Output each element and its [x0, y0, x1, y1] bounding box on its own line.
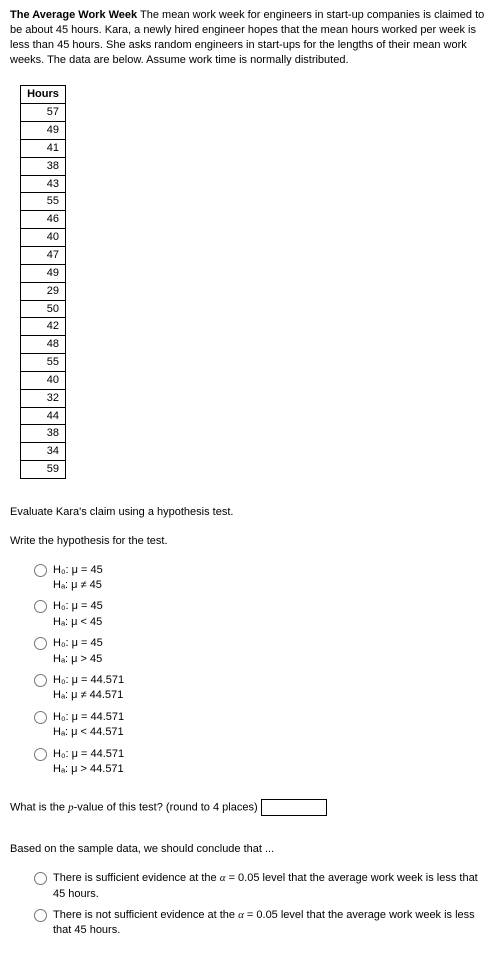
table-header: Hours: [21, 86, 66, 104]
hypothesis-label: H₀: μ = 44.571Hₐ: μ > 44.571: [53, 747, 124, 778]
hypothesis-label: H₀: μ = 45Hₐ: μ ≠ 45: [53, 563, 103, 594]
table-cell: 55: [21, 193, 66, 211]
hypothesis-label: H₀: μ = 45Hₐ: μ < 45: [53, 599, 103, 630]
pvalue-question: What is the p-value of this test? (round…: [10, 799, 492, 816]
table-cell: 49: [21, 264, 66, 282]
hypothesis-option[interactable]: H₀: μ = 45Hₐ: μ < 45: [34, 599, 492, 630]
radio-hypothesis[interactable]: [34, 637, 47, 650]
hypothesis-prompt: Write the hypothesis for the test.: [10, 534, 492, 549]
conclusion-option[interactable]: There is sufficient evidence at the α = …: [34, 871, 492, 902]
hypothesis-option[interactable]: H₀: μ = 45Hₐ: μ ≠ 45: [34, 563, 492, 594]
table-cell: 41: [21, 139, 66, 157]
hypothesis-option[interactable]: H₀: μ = 44.571Hₐ: μ > 44.571: [34, 747, 492, 778]
table-cell: 49: [21, 122, 66, 140]
table-cell: 40: [21, 229, 66, 247]
radio-hypothesis[interactable]: [34, 711, 47, 724]
table-cell: 48: [21, 336, 66, 354]
radio-hypothesis[interactable]: [34, 564, 47, 577]
data-table: Hours 5749413843554640474929504248554032…: [20, 85, 66, 479]
pvalue-label-after: -value of this test? (round to 4 places): [74, 802, 258, 814]
radio-conclusion[interactable]: [34, 909, 47, 922]
table-cell: 29: [21, 282, 66, 300]
problem-statement: The Average Work Week The mean work week…: [10, 8, 492, 67]
hypothesis-label: H₀: μ = 44.571Hₐ: μ ≠ 44.571: [53, 673, 124, 704]
problem-title: The Average Work Week: [10, 9, 137, 21]
hypothesis-label: H₀: μ = 44.571Hₐ: μ < 44.571: [53, 710, 124, 741]
evaluate-intro: Evaluate Kara's claim using a hypothesis…: [10, 505, 492, 520]
pvalue-input[interactable]: [261, 799, 327, 816]
table-cell: 46: [21, 211, 66, 229]
table-cell: 55: [21, 354, 66, 372]
table-cell: 42: [21, 318, 66, 336]
table-cell: 38: [21, 425, 66, 443]
table-cell: 44: [21, 407, 66, 425]
hypothesis-option[interactable]: H₀: μ = 44.571Hₐ: μ < 44.571: [34, 710, 492, 741]
radio-conclusion[interactable]: [34, 872, 47, 885]
conclusion-option[interactable]: There is not sufficient evidence at the …: [34, 908, 492, 939]
table-cell: 47: [21, 246, 66, 264]
radio-hypothesis[interactable]: [34, 748, 47, 761]
table-cell: 38: [21, 157, 66, 175]
conclusion-options: There is sufficient evidence at the α = …: [34, 871, 492, 939]
hypothesis-option[interactable]: H₀: μ = 44.571Hₐ: μ ≠ 44.571: [34, 673, 492, 704]
conclusion-label: There is sufficient evidence at the α = …: [53, 871, 492, 902]
hypothesis-option[interactable]: H₀: μ = 45Hₐ: μ > 45: [34, 636, 492, 667]
conclusion-label: There is not sufficient evidence at the …: [53, 908, 492, 939]
radio-hypothesis[interactable]: [34, 674, 47, 687]
hypothesis-label: H₀: μ = 45Hₐ: μ > 45: [53, 636, 103, 667]
table-cell: 50: [21, 300, 66, 318]
radio-hypothesis[interactable]: [34, 600, 47, 613]
table-cell: 32: [21, 389, 66, 407]
table-cell: 40: [21, 371, 66, 389]
table-cell: 34: [21, 443, 66, 461]
table-cell: 43: [21, 175, 66, 193]
hypothesis-options: H₀: μ = 45Hₐ: μ ≠ 45 H₀: μ = 45Hₐ: μ < 45…: [34, 563, 492, 778]
table-cell: 57: [21, 104, 66, 122]
conclusion-prompt: Based on the sample data, we should conc…: [10, 842, 492, 857]
table-cell: 59: [21, 461, 66, 479]
pvalue-label-before: What is the: [10, 802, 68, 814]
